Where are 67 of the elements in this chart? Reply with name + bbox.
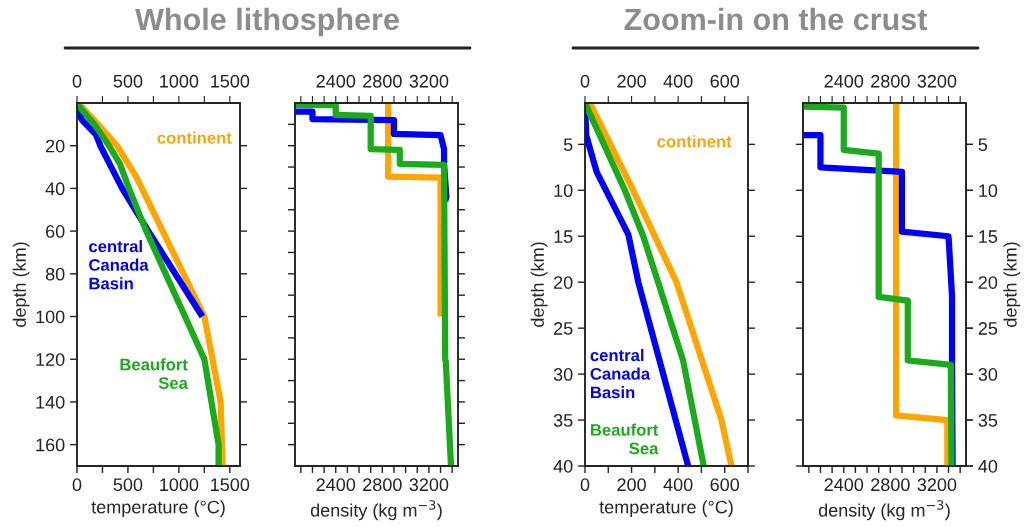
y-tick-label: 60 xyxy=(46,225,65,238)
x2-tick-label: 2800 xyxy=(363,74,402,88)
y2-tick-label: 40 xyxy=(978,459,998,473)
x-tick-label: 3200 xyxy=(917,478,957,492)
y-tick-label: 40 xyxy=(45,182,65,196)
x-tick-label: 600 xyxy=(710,478,740,492)
x-tick-label: 3200 xyxy=(409,478,449,492)
x2-tick-label: 1500 xyxy=(211,74,250,88)
x-axis-title: temperature (°C) xyxy=(599,500,733,518)
y2-tick-label: 20 xyxy=(978,276,998,289)
x-tick-label: 1000 xyxy=(160,478,199,492)
x-axis-title: density (kg m$^{−3}$) xyxy=(310,500,442,521)
y-tick-label: 100 xyxy=(36,310,65,324)
x-tick-label: 2800 xyxy=(363,478,402,492)
x-tick-label: 400 xyxy=(663,478,693,492)
x2-tick-label: 2400 xyxy=(316,74,356,88)
x2-tick-label: 500 xyxy=(113,74,143,88)
x2-tick-label: 200 xyxy=(617,74,646,88)
y-tick-label: 40 xyxy=(553,459,573,473)
y2-tick-label: 10 xyxy=(979,184,998,198)
x2-tick-label: 0 xyxy=(580,74,590,88)
x-tick-label: 1500 xyxy=(211,478,250,492)
x2-tick-label: 3200 xyxy=(917,74,957,88)
y-tick-label: 10 xyxy=(554,184,573,198)
y2-tick-label: 30 xyxy=(978,368,998,381)
x-tick-label: 2400 xyxy=(824,478,864,492)
y-axis-title: depth (km) xyxy=(12,242,30,327)
y-tick-label: 140 xyxy=(36,395,65,409)
series-label: central Canada Basin xyxy=(89,240,149,290)
x2-tick-label: 2800 xyxy=(871,74,910,88)
x2-tick-label: 3200 xyxy=(409,74,449,88)
y2-axis-title: depth (km) xyxy=(1003,242,1021,327)
y2-tick-label: 25 xyxy=(978,322,998,335)
text: continent xyxy=(157,131,232,144)
x2-tick-label: 2400 xyxy=(824,74,864,88)
y2-tick-label: 5 xyxy=(978,138,988,152)
chart-title: Zoom-in on the crust xyxy=(624,7,928,31)
y-tick-label: 160 xyxy=(36,438,65,452)
series-label: central Canada Basin xyxy=(590,348,651,399)
y-tick-label: 25 xyxy=(554,322,573,335)
y-tick-label: 20 xyxy=(46,139,65,153)
x2-tick-label: 1000 xyxy=(160,74,199,88)
y2-tick-label: 15 xyxy=(979,230,998,243)
x2-tick-label: 400 xyxy=(663,74,693,88)
y-tick-label: 20 xyxy=(554,276,573,289)
y-tick-label: 80 xyxy=(45,267,65,281)
x-tick-label: 2400 xyxy=(316,478,356,492)
x2-tick-label: 0 xyxy=(72,74,82,88)
x-axis-title: temperature (°C) xyxy=(91,500,225,518)
x-tick-label: 500 xyxy=(113,478,143,492)
y-axis-title: depth (km) xyxy=(530,242,548,327)
text: continent xyxy=(657,135,732,148)
y2-tick-label: 35 xyxy=(978,413,998,427)
chart-title: Whole lithosphere xyxy=(135,7,399,37)
x-axis-title: density (kg m$^{−3}$) xyxy=(818,500,950,521)
text: Beaufort Sea xyxy=(591,423,659,455)
y-tick-label: 35 xyxy=(553,413,573,427)
y-tick-label: 30 xyxy=(553,368,573,381)
y-tick-label: 5 xyxy=(563,138,573,152)
x-tick-label: 2800 xyxy=(871,478,910,492)
series-label: Beaufort Sea xyxy=(120,358,189,389)
x-tick-label: 0 xyxy=(72,478,82,492)
x-tick-label: 0 xyxy=(580,478,590,492)
y-tick-label: 15 xyxy=(554,230,573,243)
x-tick-label: 200 xyxy=(617,478,646,492)
y-tick-label: 120 xyxy=(36,353,65,366)
x2-tick-label: 600 xyxy=(710,74,740,88)
